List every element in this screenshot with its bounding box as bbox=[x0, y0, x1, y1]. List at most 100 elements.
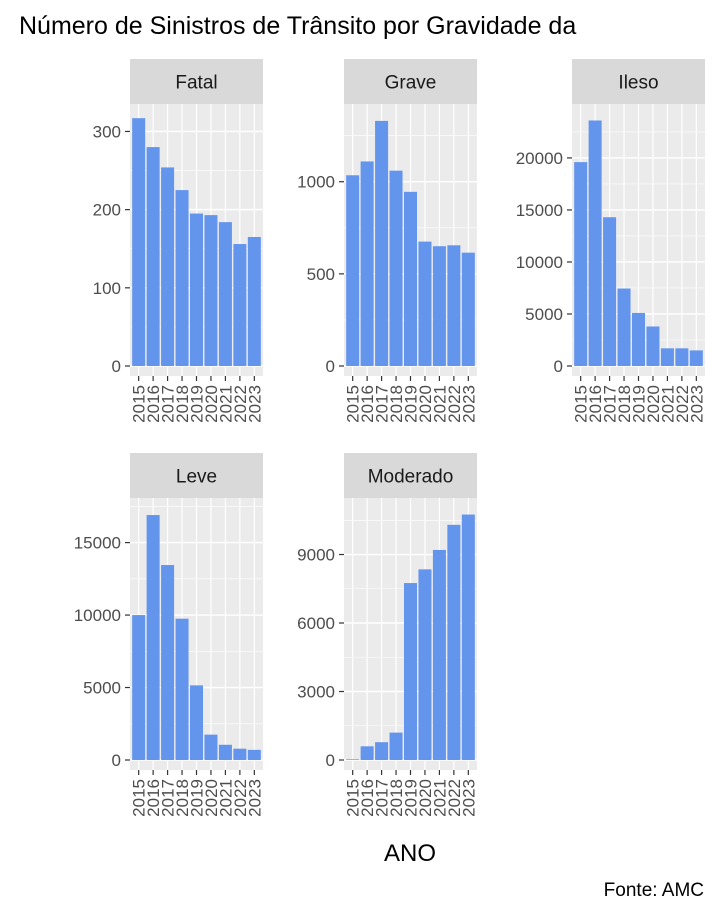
facet-strip bbox=[130, 59, 263, 104]
bar-leve-2022 bbox=[233, 748, 247, 760]
x-tick-label: 2016 bbox=[358, 385, 377, 423]
facet-strip-label: Ileso bbox=[618, 73, 658, 94]
facet-strip-label: Moderado bbox=[368, 467, 454, 488]
y-tick-label: 0 bbox=[112, 751, 121, 770]
x-tick-label: 2015 bbox=[130, 385, 149, 423]
bar-moderado-2017 bbox=[375, 742, 389, 760]
facet-panel-fatal: Fatal 20152016201720182019202020212022202… bbox=[93, 59, 264, 423]
y-tick-label: 500 bbox=[307, 265, 335, 284]
bar-grave-2018 bbox=[389, 170, 403, 366]
bar-fatal-2020 bbox=[204, 215, 218, 366]
x-tick-label: 2015 bbox=[130, 779, 149, 817]
bar-moderado-2015 bbox=[346, 759, 360, 760]
y-tick-label: 15000 bbox=[516, 201, 563, 220]
x-tick-label: 2019 bbox=[630, 385, 649, 423]
x-tick-label: 2018 bbox=[173, 779, 192, 817]
facet-strip-label: Fatal bbox=[175, 73, 217, 94]
bar-ileso-2015 bbox=[574, 162, 588, 366]
y-tick-label: 0 bbox=[112, 357, 121, 376]
bar-moderado-2021 bbox=[432, 549, 446, 760]
y-tick-label: 6000 bbox=[297, 614, 335, 633]
bar-grave-2019 bbox=[403, 191, 418, 366]
x-tick-label: 2019 bbox=[188, 779, 207, 817]
x-tick-label: 2021 bbox=[658, 385, 677, 423]
bar-fatal-2016 bbox=[146, 147, 160, 366]
x-tick-label: 2017 bbox=[159, 385, 178, 423]
chart-title: Número de Sinistros de Trânsito por Grav… bbox=[19, 12, 577, 40]
x-tick-label: 2023 bbox=[459, 779, 478, 817]
bar-grave-2021 bbox=[432, 246, 446, 366]
y-tick-label: 5000 bbox=[525, 305, 563, 324]
bar-grave-2022 bbox=[447, 245, 461, 366]
facet-strip-label: Leve bbox=[176, 467, 217, 488]
x-axis-label: ANO bbox=[384, 840, 437, 867]
x-tick-label: 2021 bbox=[430, 385, 449, 423]
bar-fatal-2015 bbox=[132, 118, 146, 366]
x-tick-label: 2015 bbox=[344, 385, 363, 423]
bar-ileso-2017 bbox=[603, 217, 617, 366]
x-tick-label: 2023 bbox=[245, 779, 264, 817]
x-tick-label: 2022 bbox=[231, 385, 250, 423]
x-tick-label: 2023 bbox=[459, 385, 478, 423]
bar-ileso-2020 bbox=[646, 326, 660, 366]
bar-moderado-2019 bbox=[403, 583, 418, 760]
x-tick-label: 2017 bbox=[373, 779, 392, 817]
facet-panel-leve: Leve 201520162017201820192020202120222023… bbox=[74, 453, 264, 817]
x-tick-label: 2018 bbox=[387, 385, 406, 423]
x-tick-label: 2016 bbox=[144, 385, 163, 423]
bar-fatal-2017 bbox=[161, 167, 175, 366]
x-tick-label: 2015 bbox=[344, 779, 363, 817]
bar-moderado-2022 bbox=[447, 524, 461, 760]
y-tick-label: 3000 bbox=[297, 683, 335, 702]
x-tick-label: 2017 bbox=[601, 385, 620, 423]
x-tick-label: 2021 bbox=[430, 779, 449, 817]
bar-leve-2020 bbox=[204, 734, 218, 760]
bar-ileso-2019 bbox=[631, 312, 646, 366]
x-tick-label: 2020 bbox=[416, 779, 435, 817]
y-tick-label: 10000 bbox=[516, 253, 563, 272]
y-tick-label: 9000 bbox=[297, 546, 335, 565]
y-tick-label: 0 bbox=[326, 357, 335, 376]
bar-fatal-2018 bbox=[175, 190, 189, 366]
y-tick-label: 300 bbox=[93, 122, 121, 141]
y-tick-label: 100 bbox=[93, 279, 121, 298]
x-tick-label: 2021 bbox=[216, 385, 235, 423]
x-tick-label: 2018 bbox=[173, 385, 192, 423]
x-tick-label: 2020 bbox=[202, 385, 221, 423]
bar-ileso-2016 bbox=[588, 120, 602, 366]
bar-moderado-2018 bbox=[389, 732, 403, 760]
x-tick-label: 2022 bbox=[445, 385, 464, 423]
x-tick-label: 2020 bbox=[202, 779, 221, 817]
x-tick-label: 2015 bbox=[572, 385, 591, 423]
bar-fatal-2023 bbox=[247, 237, 261, 366]
x-tick-label: 2020 bbox=[644, 385, 663, 423]
y-tick-label: 0 bbox=[326, 751, 335, 770]
y-tick-label: 10000 bbox=[74, 606, 121, 625]
bar-leve-2016 bbox=[146, 515, 160, 760]
x-tick-label: 2023 bbox=[245, 385, 264, 423]
bar-ileso-2023 bbox=[689, 350, 703, 366]
bar-grave-2023 bbox=[461, 252, 475, 366]
bar-grave-2016 bbox=[360, 161, 374, 366]
bar-leve-2018 bbox=[175, 618, 189, 760]
x-tick-label: 2016 bbox=[586, 385, 605, 423]
bar-fatal-2021 bbox=[218, 222, 232, 366]
bar-grave-2017 bbox=[375, 120, 389, 367]
bar-moderado-2023 bbox=[461, 514, 475, 760]
x-tick-label: 2018 bbox=[387, 779, 406, 817]
y-tick-label: 20000 bbox=[516, 149, 563, 168]
x-tick-label: 2019 bbox=[402, 779, 421, 817]
facet-strip bbox=[344, 453, 477, 498]
facet-panel-grave: Grave 20152016201720182019202020212022202… bbox=[297, 59, 478, 423]
bar-moderado-2016 bbox=[360, 746, 374, 760]
bar-leve-2017 bbox=[161, 565, 175, 760]
bar-ileso-2018 bbox=[617, 288, 631, 366]
facet-panel-ileso: Ileso 20152016201720182019202020212022202… bbox=[516, 59, 706, 423]
x-tick-label: 2016 bbox=[144, 779, 163, 817]
x-tick-label: 2020 bbox=[416, 385, 435, 423]
bar-fatal-2019 bbox=[189, 213, 204, 366]
bar-grave-2020 bbox=[418, 241, 432, 366]
bar-fatal-2022 bbox=[233, 244, 247, 366]
bar-leve-2019 bbox=[189, 685, 204, 760]
x-tick-label: 2022 bbox=[231, 779, 250, 817]
